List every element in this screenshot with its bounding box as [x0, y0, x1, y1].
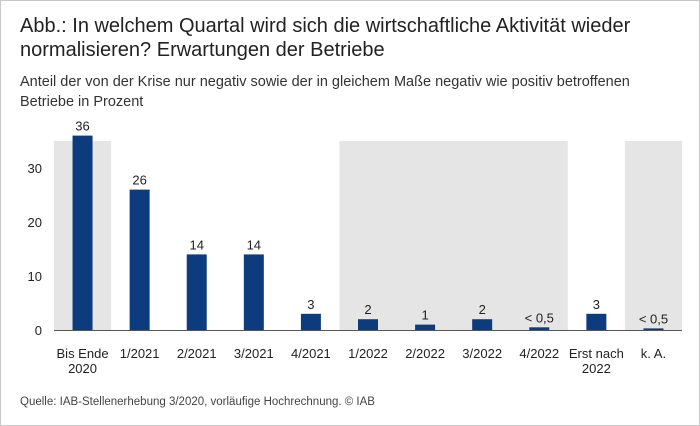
source-note: Quelle: IAB-Stellenerhebung 3/2020, vorl…: [20, 396, 375, 408]
x-tick-label: k. A.: [641, 346, 666, 361]
x-tick-label: 4/2022: [519, 346, 559, 361]
shaded-region: [339, 141, 568, 330]
bar: [72, 135, 93, 330]
y-tick-label: 0: [35, 323, 42, 338]
x-tick-label: Bis Ende: [57, 346, 109, 361]
data-label: 2: [479, 302, 486, 317]
x-tick-label: 1/2022: [348, 346, 388, 361]
data-label: < 0,5: [639, 311, 668, 326]
data-label: 3: [307, 297, 314, 312]
bar: [300, 313, 321, 330]
bar: [129, 189, 150, 330]
data-label: 14: [189, 237, 203, 252]
x-tick-label: 3/2022: [462, 346, 502, 361]
bar: [243, 254, 264, 330]
y-tick-label: 10: [28, 269, 42, 284]
x-tick-label: 2/2021: [177, 346, 217, 361]
x-tick-label: 2020: [68, 361, 97, 376]
chart-subtitle: Anteil der von der Krise nur negativ sow…: [20, 74, 630, 110]
bar: [415, 324, 436, 330]
x-tick-label: 3/2021: [234, 346, 274, 361]
x-tick-label: Erst nach: [569, 346, 624, 361]
data-label: 3: [593, 297, 600, 312]
x-tick-label: 1/2021: [120, 346, 160, 361]
bar: [586, 313, 607, 330]
bar: [472, 319, 493, 330]
x-tick-label: 4/2021: [291, 346, 331, 361]
data-label: 1: [421, 308, 428, 323]
data-label: 36: [75, 119, 89, 134]
data-label: 2: [364, 302, 371, 317]
x-tick-label: 2022: [582, 361, 611, 376]
x-tick-label: 2/2022: [405, 346, 445, 361]
shaded-region: [624, 141, 682, 330]
chart-title: Abb.: In welchem Quartal wird sich die w…: [20, 15, 631, 61]
data-label: < 0,5: [525, 310, 554, 325]
data-label: 26: [132, 173, 146, 188]
bar: [186, 254, 207, 330]
y-tick-label: 30: [28, 161, 42, 176]
bar: [529, 327, 550, 330]
bar: [358, 319, 378, 330]
bar: [643, 328, 664, 330]
data-label: 14: [247, 237, 261, 252]
y-tick-label: 20: [28, 215, 42, 230]
